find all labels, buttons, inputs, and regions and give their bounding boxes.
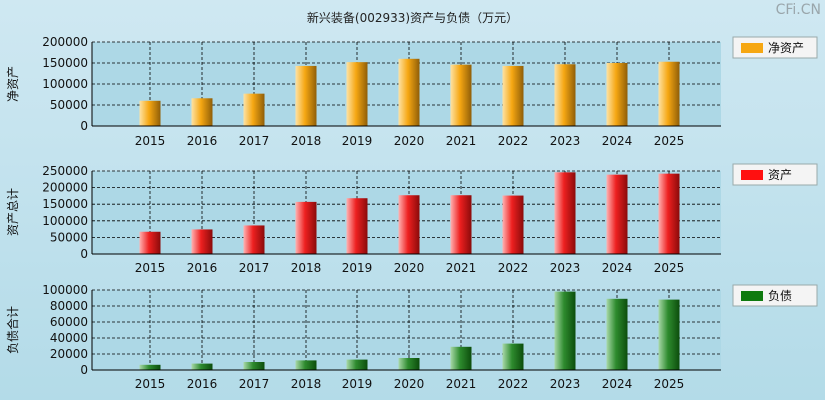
y-tick-label: 100000	[42, 77, 88, 91]
x-tick-label: 2020	[394, 134, 425, 148]
bar-debt-2023	[554, 291, 576, 370]
x-tick-label: 2023	[550, 134, 581, 148]
x-tick-label: 2019	[342, 261, 373, 275]
x-tick-label: 2015	[135, 134, 166, 148]
y-tick-label: 100000	[42, 214, 88, 228]
y-tick-label: 50000	[50, 230, 88, 244]
x-tick-label: 2018	[291, 377, 322, 391]
bar-net-2025	[658, 61, 680, 126]
x-tick-label: 2016	[187, 377, 218, 391]
x-tick-label: 2018	[291, 134, 322, 148]
bar-asset-2025	[658, 173, 680, 254]
x-tick-label: 2017	[239, 261, 270, 275]
y-axis-label: 负债合计	[5, 306, 20, 354]
x-tick-label: 2022	[498, 261, 529, 275]
x-tick-label: 2015	[135, 261, 166, 275]
y-tick-label: 0	[80, 119, 88, 133]
bar-debt-2018	[295, 360, 317, 370]
y-axis-label: 净资产	[6, 66, 20, 102]
bar-debt-2020	[398, 358, 420, 370]
y-tick-label: 0	[80, 247, 88, 261]
x-tick-label: 2022	[498, 377, 529, 391]
legend-swatch-asset	[741, 170, 763, 180]
x-tick-label: 2025	[654, 377, 685, 391]
bar-net-2019	[346, 62, 368, 126]
bar-net-2015	[139, 100, 161, 126]
bar-debt-2019	[346, 359, 368, 370]
y-tick-label: 150000	[42, 197, 88, 211]
x-tick-label: 2016	[187, 134, 218, 148]
bar-asset-2016	[191, 229, 213, 254]
bar-asset-2022	[502, 195, 524, 254]
y-tick-label: 200000	[42, 181, 88, 195]
bar-net-2024	[606, 63, 628, 126]
bar-debt-2022	[502, 343, 524, 370]
bar-debt-2025	[658, 299, 680, 370]
y-tick-label: 20000	[50, 347, 88, 361]
x-tick-label: 2023	[550, 261, 581, 275]
x-tick-label: 2022	[498, 134, 529, 148]
y-tick-label: 0	[80, 363, 88, 377]
bar-debt-2017	[243, 362, 265, 370]
y-tick-label: 60000	[50, 315, 88, 329]
x-tick-label: 2019	[342, 134, 373, 148]
bar-debt-2021	[450, 346, 472, 370]
y-axis-label: 资产总计	[6, 188, 20, 236]
bar-net-2022	[502, 65, 524, 126]
x-tick-label: 2017	[239, 377, 270, 391]
bar-net-2020	[398, 58, 420, 126]
y-tick-label: 150000	[42, 56, 88, 70]
bar-debt-2015	[139, 364, 161, 370]
x-tick-label: 2020	[394, 261, 425, 275]
x-tick-label: 2017	[239, 134, 270, 148]
bar-net-2016	[191, 98, 213, 126]
legend-swatch-debt	[741, 291, 763, 301]
x-tick-label: 2016	[187, 261, 218, 275]
x-tick-label: 2015	[135, 377, 166, 391]
y-tick-label: 50000	[50, 98, 88, 112]
legend-label-debt: 负债	[768, 289, 792, 303]
x-tick-label: 2021	[446, 134, 477, 148]
x-tick-label: 2021	[446, 377, 477, 391]
bar-net-2021	[450, 64, 472, 126]
legend-label-asset: 资产	[768, 168, 792, 182]
x-tick-label: 2024	[602, 377, 633, 391]
bar-net-2023	[554, 64, 576, 126]
y-tick-label: 80000	[50, 299, 88, 313]
bar-net-2018	[295, 65, 317, 126]
x-tick-label: 2023	[550, 377, 581, 391]
chart-title: 新兴装备(002933)资产与负债（万元）	[306, 11, 519, 25]
x-tick-label: 2025	[654, 261, 685, 275]
y-tick-label: 250000	[42, 164, 88, 178]
bar-debt-2016	[191, 363, 213, 370]
legend-swatch-net	[741, 43, 763, 53]
bar-asset-2023	[554, 172, 576, 254]
bar-asset-2021	[450, 195, 472, 254]
bar-asset-2020	[398, 195, 420, 254]
bar-debt-2024	[606, 298, 628, 370]
bar-asset-2019	[346, 198, 368, 254]
y-tick-label: 200000	[42, 35, 88, 49]
legend-label-net: 净资产	[768, 41, 804, 55]
x-tick-label: 2018	[291, 261, 322, 275]
x-tick-label: 2025	[654, 134, 685, 148]
bar-net-2017	[243, 93, 265, 126]
bar-asset-2018	[295, 201, 317, 254]
x-tick-label: 2019	[342, 377, 373, 391]
y-tick-label: 100000	[42, 283, 88, 297]
bar-asset-2024	[606, 174, 628, 254]
bar-asset-2017	[243, 225, 265, 254]
bar-asset-2015	[139, 231, 161, 254]
y-tick-label: 40000	[50, 331, 88, 345]
x-tick-label: 2024	[602, 134, 633, 148]
x-tick-label: 2024	[602, 261, 633, 275]
x-tick-label: 2021	[446, 261, 477, 275]
x-tick-label: 2020	[394, 377, 425, 391]
watermark: CFi.CN	[775, 2, 821, 18]
